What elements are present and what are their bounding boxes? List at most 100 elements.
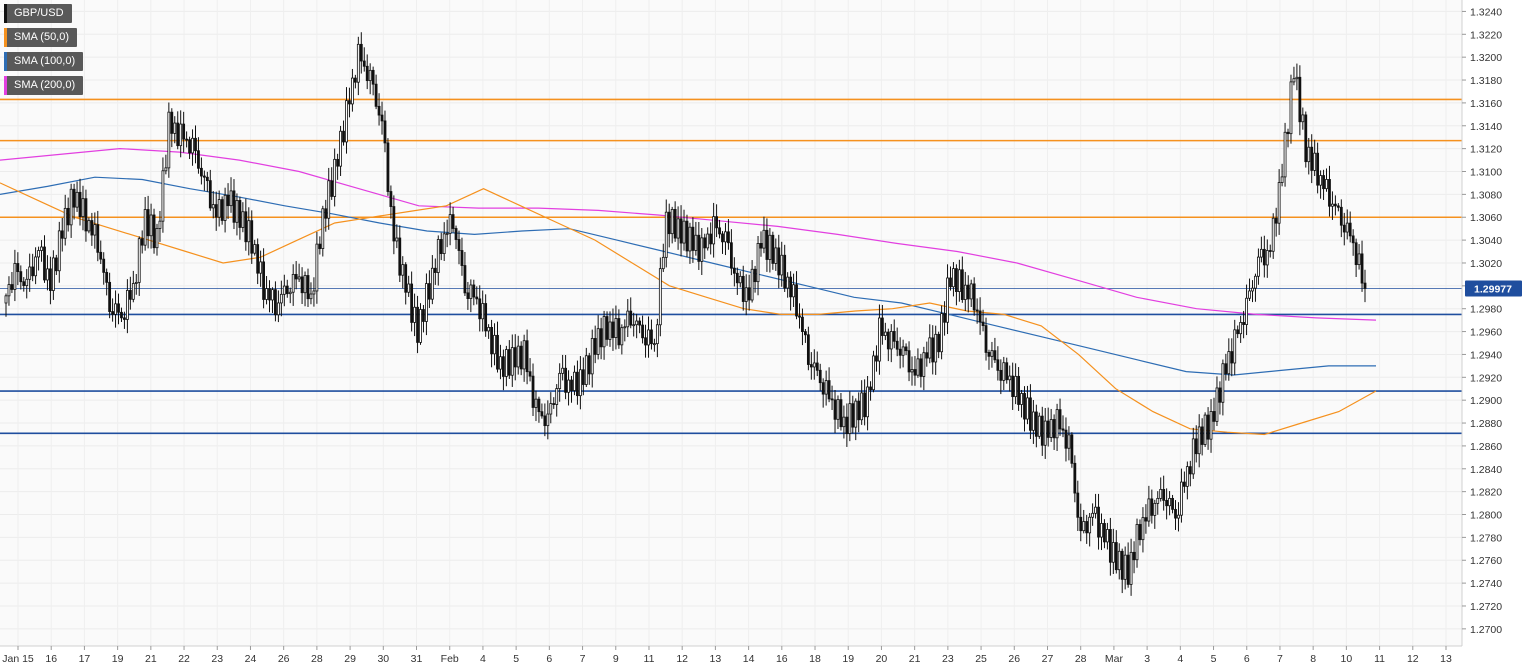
- candle-body: [593, 338, 597, 355]
- candle-body: [368, 69, 372, 82]
- candle-body: [857, 400, 861, 421]
- candle-body: [386, 142, 390, 192]
- candle-body: [1286, 131, 1290, 135]
- candle-body: [1159, 488, 1163, 499]
- candle-body: [596, 328, 600, 355]
- candle-body: [1111, 542, 1115, 563]
- candle-body: [102, 258, 106, 273]
- candle-body: [931, 337, 935, 363]
- candle-body: [155, 228, 159, 249]
- candle-body: [1023, 393, 1026, 420]
- candle-body: [1017, 375, 1020, 405]
- legend-item-sma100[interactable]: SMA (100,0): [4, 52, 84, 71]
- x-tick-label: 20: [876, 653, 888, 665]
- candle-body: [895, 340, 899, 350]
- candle-body: [137, 238, 141, 283]
- candle-body: [1174, 508, 1177, 519]
- candle-body: [442, 233, 446, 254]
- candle-body: [661, 256, 665, 270]
- candle-body: [131, 283, 135, 300]
- x-tick-label: 13: [1440, 653, 1452, 665]
- candle-body: [282, 285, 286, 295]
- candle-body: [851, 403, 855, 428]
- candle-body: [789, 276, 793, 298]
- candle-body: [1319, 175, 1322, 186]
- candle-body: [439, 239, 443, 254]
- candle-body: [546, 413, 550, 427]
- candle-body: [925, 352, 929, 359]
- y-tick-label: 1.2780: [1470, 532, 1502, 544]
- candle-body: [72, 188, 76, 208]
- candle-body: [1150, 498, 1154, 516]
- candle-body: [570, 379, 573, 391]
- legend-item-gbpusd[interactable]: GBP/USD: [4, 4, 72, 23]
- candle-body: [365, 65, 369, 82]
- candle-body: [815, 362, 819, 371]
- candle-body: [496, 334, 499, 370]
- candle-body: [226, 194, 230, 207]
- candle-body: [232, 190, 236, 223]
- legend-label: GBP/USD: [14, 7, 64, 19]
- candle-body: [913, 369, 917, 376]
- candle-body: [185, 138, 189, 141]
- x-tick-label: 23: [211, 653, 223, 665]
- candle-body: [641, 324, 644, 339]
- candle-body: [587, 355, 591, 375]
- candle-body: [120, 311, 123, 319]
- x-tick-label: 8: [1310, 653, 1316, 665]
- candle-body: [1316, 152, 1320, 186]
- candle-body: [324, 208, 328, 219]
- candle-body: [1020, 393, 1023, 405]
- candle-body: [1002, 362, 1006, 381]
- candle-body: [312, 290, 316, 295]
- candle-body: [872, 355, 875, 391]
- candle-body: [60, 230, 64, 239]
- candle-body: [1342, 224, 1346, 233]
- legend-label: SMA (200,0): [14, 79, 76, 91]
- candle-body: [1248, 290, 1251, 299]
- candle-body: [460, 250, 464, 266]
- candle-body: [966, 284, 970, 300]
- candle-body: [1227, 351, 1231, 375]
- candle-body: [161, 170, 165, 222]
- candle-body: [158, 220, 162, 229]
- candle-body: [1144, 517, 1148, 522]
- candle-body: [1091, 512, 1095, 518]
- candle-body: [69, 188, 73, 226]
- candle-body: [445, 232, 449, 235]
- candle-body: [762, 229, 766, 249]
- candle-body: [297, 276, 301, 280]
- candle-body: [1301, 114, 1305, 123]
- candle-body: [1108, 529, 1112, 563]
- candle-body: [380, 114, 384, 122]
- candle-body: [256, 244, 260, 274]
- candle-body: [1328, 179, 1331, 207]
- candle-body: [327, 180, 331, 219]
- candle-body: [798, 315, 801, 318]
- candle-body: [235, 200, 239, 223]
- candle-body: [1209, 411, 1213, 440]
- candle-body: [1345, 222, 1349, 233]
- y-tick-label: 1.2980: [1470, 304, 1502, 316]
- candle-body: [886, 331, 890, 350]
- candle-body: [590, 338, 594, 375]
- candle-body: [188, 139, 191, 154]
- x-tick-label: 24: [245, 653, 257, 665]
- candle-body: [504, 349, 508, 377]
- candle-body: [1188, 466, 1192, 475]
- candle-body: [928, 337, 932, 359]
- legend-item-sma200[interactable]: SMA (200,0): [4, 76, 84, 95]
- candle-body: [735, 272, 739, 284]
- candle-body: [205, 176, 209, 182]
- candle-body: [1156, 497, 1160, 504]
- candle-body: [1141, 517, 1145, 541]
- legend-item-sma50[interactable]: SMA (50,0): [4, 28, 78, 47]
- candle-body: [804, 331, 807, 336]
- candle-body: [1126, 554, 1130, 585]
- candle-body: [1180, 481, 1183, 516]
- x-tick-label: 11: [644, 653, 655, 665]
- x-tick-label: 28: [1075, 653, 1087, 665]
- candle-body: [422, 309, 425, 322]
- candle-body: [117, 303, 120, 313]
